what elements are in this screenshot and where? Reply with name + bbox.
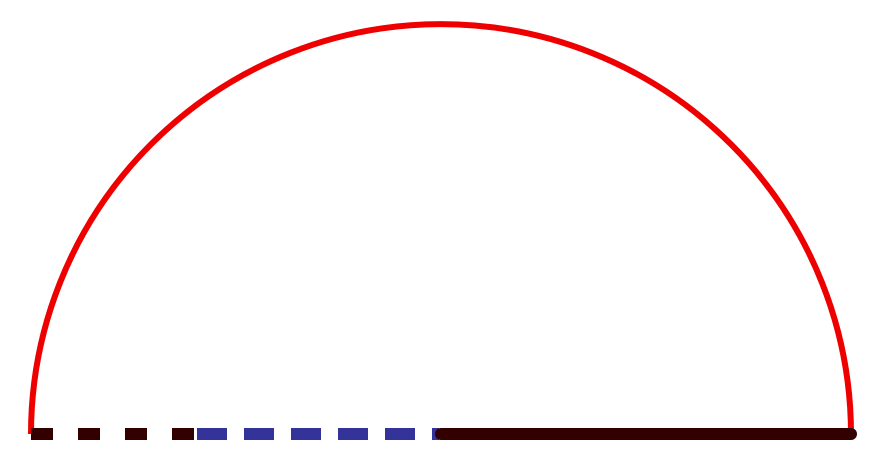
semicircle-arc [28, 21, 854, 435]
